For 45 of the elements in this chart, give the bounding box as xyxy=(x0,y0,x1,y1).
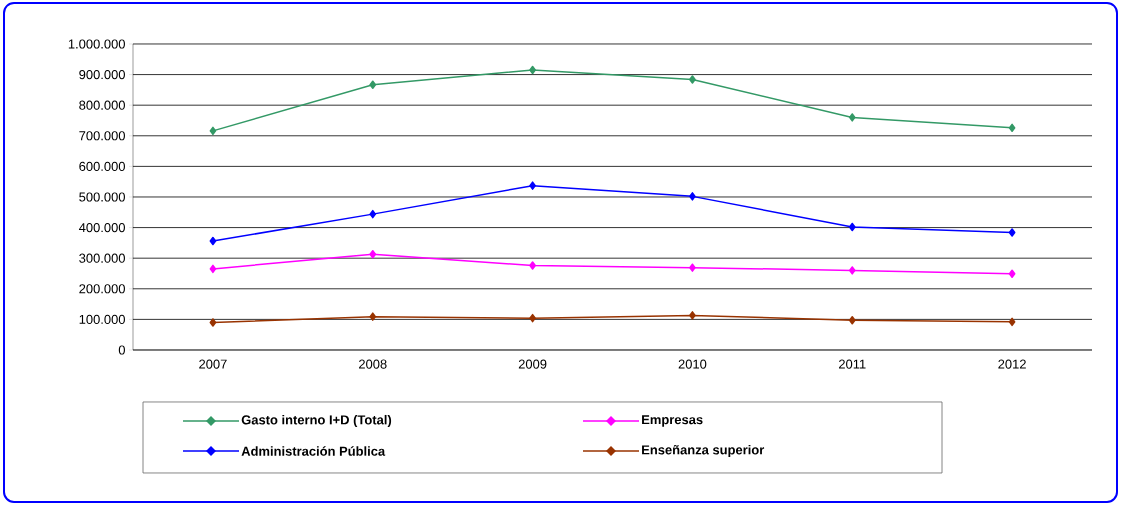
point xyxy=(1008,317,1016,327)
point xyxy=(848,113,856,122)
point xyxy=(848,222,856,232)
point xyxy=(369,209,377,219)
y-tick-label: 700.000 xyxy=(79,131,125,141)
point xyxy=(369,312,377,321)
x-tick-label: 2012 xyxy=(998,359,1026,369)
point xyxy=(529,261,536,270)
x-tick-label: 2010 xyxy=(678,359,707,369)
point xyxy=(529,65,536,75)
point xyxy=(689,263,696,272)
point xyxy=(369,80,377,89)
y-tick-label: 400.000 xyxy=(78,223,125,233)
y-tick-label: 100.000 xyxy=(79,314,125,324)
point xyxy=(689,75,696,84)
point xyxy=(1008,228,1016,237)
legend-label: Administración Pública xyxy=(241,446,386,456)
legend-label: Empresas xyxy=(642,415,703,427)
y-tick-label: 900.000 xyxy=(79,70,125,80)
x-tick-label: 2009 xyxy=(518,359,547,369)
point xyxy=(209,126,217,136)
y-tick-label: 1.000.000 xyxy=(68,39,125,49)
x-tick-label: 2011 xyxy=(838,359,866,369)
y-tick-label: 300.000 xyxy=(79,253,125,263)
point xyxy=(689,311,696,320)
point xyxy=(209,264,217,274)
legend-label: Gasto interno I+D (Total) xyxy=(241,414,392,428)
point xyxy=(1008,123,1016,133)
point xyxy=(848,266,856,275)
y-tick-label: 200.000 xyxy=(79,284,125,294)
point xyxy=(848,316,856,325)
point xyxy=(209,236,217,246)
x-tick-label: 2007 xyxy=(199,359,227,369)
point xyxy=(209,318,217,327)
point xyxy=(369,249,377,259)
y-tick-label: 800.000 xyxy=(79,100,125,110)
point xyxy=(689,192,696,201)
point xyxy=(529,181,536,190)
x-tick-label: 2008 xyxy=(359,359,387,369)
legend-label: Enseñanza superior xyxy=(642,444,765,458)
y-tick-label: 0 xyxy=(118,345,125,355)
point xyxy=(1008,269,1016,279)
point xyxy=(529,313,536,323)
y-tick-label: 500.000 xyxy=(79,192,125,202)
y-tick-label: 600.000 xyxy=(79,161,125,171)
